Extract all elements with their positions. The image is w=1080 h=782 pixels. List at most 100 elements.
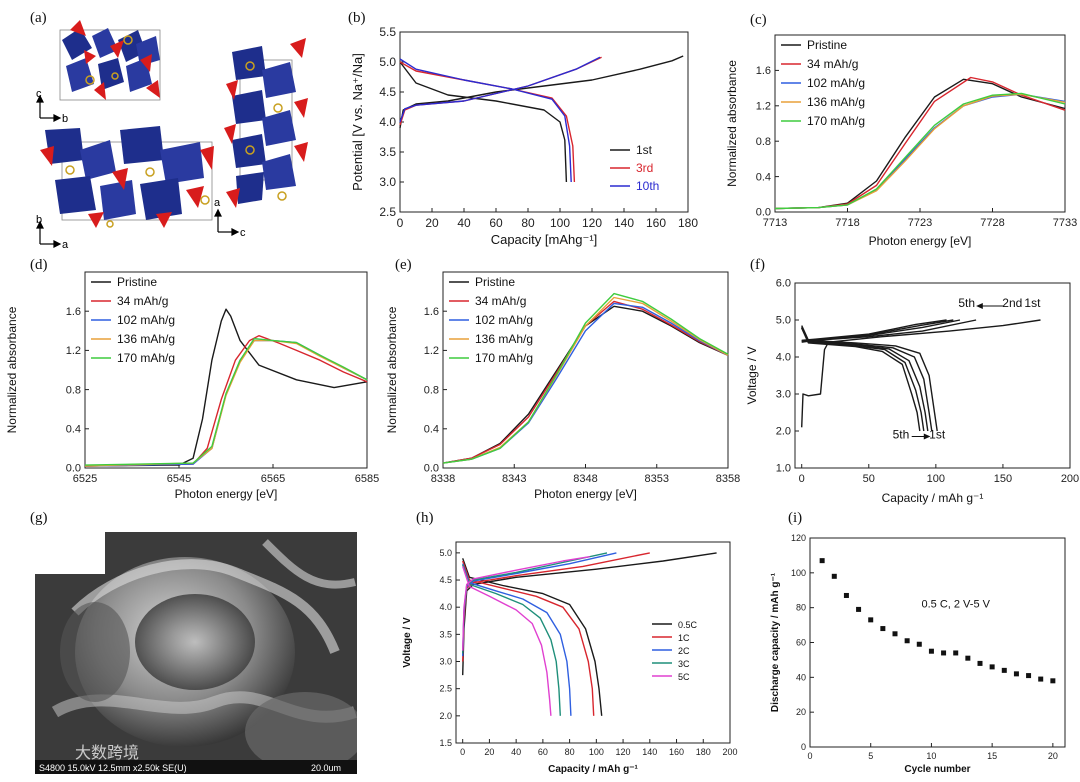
axis-letter-a2: a <box>214 197 221 209</box>
legend-label: 136 mAh/g <box>807 95 865 109</box>
series-136-mah-g <box>774 93 1066 210</box>
series-170-mah-g <box>442 292 729 464</box>
x-axis-label: Photon energy [eV] <box>869 234 972 248</box>
x-tick-label: 200 <box>722 747 737 757</box>
plot-frame <box>794 282 1071 469</box>
data-point <box>989 664 995 670</box>
x-tick-label: 60 <box>538 747 548 757</box>
panel-label-i: (i) <box>788 510 803 526</box>
series-3c-discharge <box>462 564 561 716</box>
x-tick-label: 8348 <box>573 473 597 485</box>
y-tick-label: 20 <box>796 707 806 717</box>
series-discharge-3rd <box>801 327 929 432</box>
panel-label-f: (f) <box>750 257 765 273</box>
legend-label: 136 mAh/g <box>475 332 533 346</box>
legend-label: 0.5C <box>678 620 698 630</box>
x-tick-label: 50 <box>863 473 875 485</box>
legend-label: Pristine <box>117 275 157 289</box>
data-point <box>916 641 922 647</box>
panel-i: (i) 0 5 10 15 20 0 20 40 60 80 100 120 Cycle number D… <box>760 510 1080 777</box>
x-tick-label: 7713 <box>763 217 787 229</box>
panel-label-b: (b) <box>348 10 366 26</box>
y-tick-label: 0.0 <box>66 463 81 475</box>
axis-indicator-cb <box>36 94 62 122</box>
y-tick-label: 4.0 <box>379 115 396 129</box>
y-tick-label: 2.0 <box>439 711 452 721</box>
x-tick-label: 10 <box>926 751 936 761</box>
x-tick-label: 150 <box>994 473 1012 485</box>
y-axis-label: Potential [V vs. Na⁺/Na] <box>350 53 365 191</box>
chart-f-cycling: 0 50 100 150 200 1.0 2.0 3.0 4.0 5.0 6.0 Capacity /… <box>745 278 1079 505</box>
x-tick-label: 160 <box>669 747 684 757</box>
series-170-mah-g <box>774 92 1066 210</box>
y-tick-label: 5.5 <box>379 25 396 39</box>
data-point <box>1050 678 1056 684</box>
axis-letter-b: b <box>62 113 68 125</box>
series-5c-charge <box>462 556 590 651</box>
x-tick-label: 100 <box>589 747 604 757</box>
y-axis-label: Normalized absorbance <box>385 306 399 433</box>
plot-frame <box>809 537 1066 748</box>
y-tick-label: 1.6 <box>424 306 439 318</box>
series-discharge-5th <box>801 327 921 432</box>
legend-label: 34 mAh/g <box>475 294 526 308</box>
y-tick-label: 120 <box>791 533 806 543</box>
y-tick-label: 5.0 <box>379 55 396 69</box>
y-tick-label: 100 <box>791 568 806 578</box>
panel-f: (f) 0 50 100 150 200 1.0 2.0 3.0 4.0 5.0 6.0 Capaci… <box>740 255 1080 510</box>
x-tick-label: 120 <box>616 747 631 757</box>
series-102-mah-g <box>774 93 1066 210</box>
x-axis-label: Photon energy [eV] <box>175 487 278 501</box>
x-tick-label: 6585 <box>355 473 379 485</box>
curve-annotation: 1st <box>1024 296 1041 310</box>
x-tick-label: 120 <box>582 216 602 230</box>
legend-label: 2C <box>678 646 690 656</box>
series-pristine <box>84 308 368 467</box>
series-1st-charge <box>399 55 684 129</box>
panel-label-h: (h) <box>416 510 434 526</box>
annotation-arrowhead <box>923 433 931 440</box>
y-tick-label: 0.8 <box>756 136 771 148</box>
data-point <box>843 592 849 598</box>
x-tick-label: 6565 <box>261 473 285 485</box>
y-tick-label: 0.4 <box>756 171 771 183</box>
legend-label: 5C <box>678 672 690 682</box>
panel-b: (b) 0 20 40 60 80 100 120 140 160 180 2.5 3.0 3.5 4.0… <box>340 0 710 260</box>
y-tick-label: 3.0 <box>379 175 396 189</box>
x-tick-label: 20 <box>484 747 494 757</box>
sem-micrograph: S4800 15.0kV 12.5mm x2.50k SE(U) 20.0um … <box>35 532 365 774</box>
x-tick-label: 7728 <box>980 217 1004 229</box>
x-tick-label: 0 <box>460 747 465 757</box>
chart-b-voltage-profile: 0 20 40 60 80 100 120 140 160 180 2.5 3.0 3.5 4.0 4.5 5… <box>350 25 698 247</box>
series-charge-1st <box>801 319 1041 428</box>
data-point <box>856 606 862 612</box>
axis-indicator-ba <box>36 220 62 248</box>
x-tick-label: 8343 <box>502 473 526 485</box>
series-discharge-1st <box>801 325 938 432</box>
watermark-text: 大数跨境 <box>75 743 139 762</box>
series-3c-charge <box>462 552 608 654</box>
axis-indicator-ac <box>214 208 240 236</box>
data-point <box>819 558 825 564</box>
y-tick-label: 1.0 <box>776 463 791 475</box>
series-charge-5th <box>801 319 947 341</box>
y-tick-label: 2.5 <box>379 205 396 219</box>
y-tick-label: 0 <box>801 742 806 752</box>
axis-letter-c: c <box>36 88 42 100</box>
panel-label-d: (d) <box>30 257 48 273</box>
data-point <box>868 617 874 623</box>
crystal-structure-figure: c b b a a c <box>36 20 308 251</box>
y-tick-label: 4.0 <box>439 602 452 612</box>
legend-label: 3rd <box>636 161 653 175</box>
legend-label: 102 mAh/g <box>117 313 175 327</box>
y-tick-label: 4.5 <box>379 85 396 99</box>
legend-label: 34 mAh/g <box>807 57 858 71</box>
y-axis-label: Voltage / V <box>745 346 759 404</box>
panel-label-c: (c) <box>750 12 767 28</box>
x-tick-label: 8338 <box>431 473 455 485</box>
y-tick-label: 1.2 <box>424 345 439 357</box>
chart-h-rate: 0 20 40 60 80 100 120 140 160 180 200 1.5 2.0 2.5 3.0 3… <box>402 541 738 775</box>
x-tick-label: 100 <box>550 216 570 230</box>
x-tick-label: 200 <box>1061 473 1079 485</box>
sem-caption: S4800 15.0kV 12.5mm x2.50k SE(U) <box>39 763 187 773</box>
